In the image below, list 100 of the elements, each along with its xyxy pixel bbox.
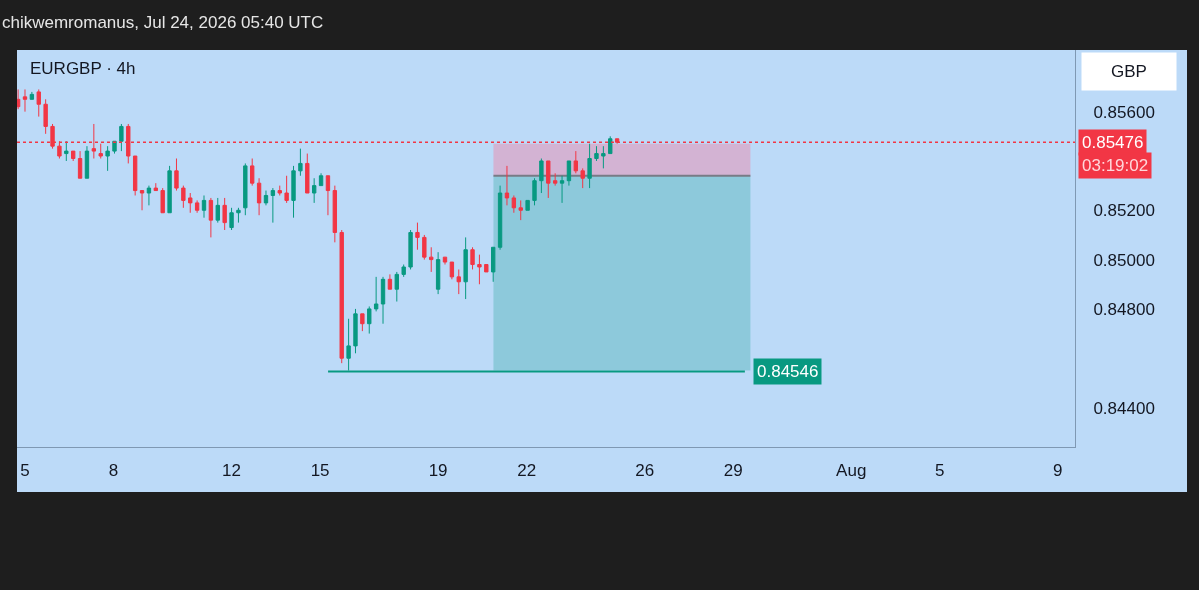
candlestick — [587, 143, 592, 189]
candlestick — [188, 192, 193, 214]
candlestick — [497, 185, 503, 251]
x-tick-label: 26 — [635, 461, 655, 481]
data-label: 0.84546 — [757, 362, 819, 381]
candlestick — [353, 308, 358, 354]
text: 03:19:02 — [1082, 156, 1149, 175]
candlestick — [394, 271, 399, 303]
candlestick — [17, 88, 21, 110]
candlestick — [64, 140, 69, 162]
candlestick — [594, 145, 599, 162]
candlestick — [105, 145, 110, 172]
candlestick — [84, 145, 90, 179]
candlestick — [477, 254, 482, 285]
text: EURGBP · 4h — [30, 58, 136, 78]
candlestick — [408, 229, 413, 270]
candlestick — [580, 167, 585, 189]
candlestick — [380, 276, 386, 325]
candlestick — [470, 246, 475, 270]
candlestick — [181, 185, 186, 209]
candlestick — [415, 222, 420, 251]
candlestick — [435, 251, 441, 295]
candlestick — [608, 135, 613, 155]
candlestick — [367, 305, 372, 335]
candlestick — [298, 148, 303, 177]
candlestick — [504, 165, 510, 206]
candlestick — [325, 175, 331, 216]
candlestick — [208, 197, 214, 238]
candlestick — [373, 276, 379, 312]
x-tick-label: 29 — [723, 461, 743, 481]
candlestick — [132, 155, 138, 196]
x-tick-label: 9 — [1053, 461, 1063, 481]
candlestick — [256, 177, 262, 216]
candlestick — [277, 185, 282, 196]
candlestick — [139, 190, 145, 211]
candlestick — [160, 187, 165, 214]
candlestick — [153, 182, 158, 192]
candlestick — [311, 177, 317, 204]
candlestick — [442, 256, 448, 266]
x-tick-label: 5 — [20, 461, 30, 481]
candlestick — [77, 150, 83, 179]
candlestick — [22, 88, 28, 113]
candlestick — [339, 229, 344, 364]
y-tick-label: 0.85600 — [1093, 102, 1155, 122]
candlestick — [456, 268, 461, 295]
candlestick — [36, 88, 41, 118]
candlestick — [552, 172, 558, 187]
candlestick — [422, 234, 427, 261]
ref-line-label: 0.85476 — [1082, 133, 1144, 152]
candlestick — [525, 199, 530, 211]
candlestick — [484, 264, 489, 273]
candlestick — [387, 273, 393, 290]
candlestick — [243, 162, 248, 216]
candlestick — [305, 153, 310, 194]
y-tick-label: 0.84400 — [1093, 398, 1155, 418]
candlestick — [518, 199, 523, 221]
candlestick — [318, 172, 324, 187]
x-tick-label: 12 — [222, 461, 242, 481]
candlestick — [43, 98, 48, 135]
candlestick — [174, 158, 179, 192]
candlestick — [229, 207, 234, 231]
candlestick — [573, 150, 578, 174]
candlestick — [539, 158, 544, 194]
y-tick-label: 0.84800 — [1093, 299, 1155, 319]
candlestick — [98, 143, 103, 159]
y-tick-label: 0.85000 — [1093, 250, 1155, 270]
candlestick — [270, 187, 276, 224]
candlestick — [601, 145, 606, 169]
x-tick-label: 8 — [108, 461, 119, 481]
x-tick-label: 19 — [428, 461, 448, 481]
candlestick — [532, 177, 537, 206]
candlestick — [546, 160, 551, 199]
candlestick — [201, 194, 207, 219]
x-tick-label: 15 — [310, 461, 330, 481]
candlestick — [360, 313, 365, 332]
candlestick — [429, 246, 434, 273]
candlestick — [449, 261, 455, 280]
text: GBP — [1111, 62, 1147, 81]
candlestick — [332, 185, 338, 243]
text: chikwemromanus, Jul 24, 2026 05:40 UTC — [2, 13, 324, 32]
candlestick — [71, 150, 76, 162]
y-tick-label: 0.85200 — [1093, 201, 1155, 221]
candlestick — [291, 165, 296, 219]
candlestick — [250, 158, 255, 187]
candlestick — [511, 194, 517, 214]
candlestick — [146, 185, 152, 206]
x-tick-label: 5 — [935, 461, 945, 481]
candlestick — [566, 160, 572, 187]
candlestick — [119, 123, 124, 152]
candlestick — [222, 197, 227, 231]
x-tick-label: 22 — [517, 461, 537, 481]
candlestick — [236, 207, 241, 224]
candlestick — [215, 197, 220, 224]
candlestick — [263, 190, 269, 206]
candlestick — [491, 246, 496, 283]
candlestick — [167, 165, 172, 214]
candlestick — [194, 199, 200, 214]
candlestick — [401, 264, 406, 278]
candlestick — [463, 236, 468, 300]
candlestick — [284, 175, 289, 204]
